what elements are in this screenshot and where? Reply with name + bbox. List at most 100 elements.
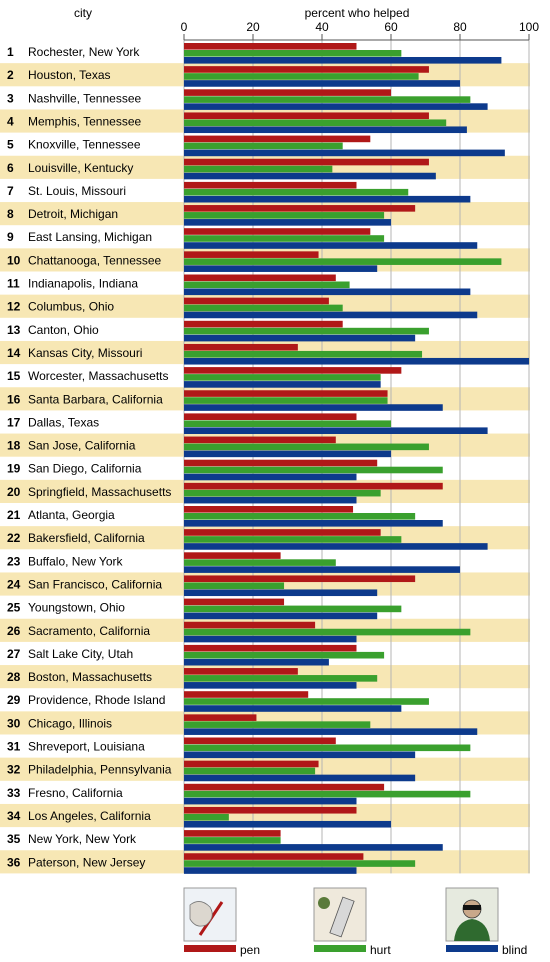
bar-pen (184, 830, 281, 837)
row-rank: 3 (7, 91, 14, 105)
bar-blind (184, 820, 391, 828)
city-label: Youngstown, Ohio (28, 601, 125, 615)
row-rank: 30 (7, 716, 21, 730)
bar-blind (184, 427, 488, 434)
bar-blind (184, 381, 381, 388)
city-label: Columbus, Ohio (28, 300, 114, 314)
bar-hurt (184, 374, 381, 381)
tick-label: 20 (246, 20, 260, 34)
row-rank: 21 (7, 508, 21, 522)
bar-pen (184, 320, 343, 328)
bar-blind (184, 404, 443, 411)
bar-pen (184, 297, 329, 305)
bar-pen (184, 43, 357, 50)
city-label: Canton, Ohio (28, 323, 99, 337)
bar-hurt (184, 327, 429, 335)
city-label: Indianapolis, Indiana (28, 277, 138, 291)
bar-pen (184, 853, 364, 860)
bar-pen (184, 436, 336, 444)
bar-pen (184, 598, 285, 606)
row-rank: 13 (7, 323, 21, 337)
row-rank: 1 (7, 45, 14, 59)
bar-pen (184, 367, 402, 374)
bar-hurt (184, 698, 429, 705)
blind-illustration-glasses (463, 905, 481, 910)
bar-pen (184, 66, 429, 73)
bar-pen (184, 482, 443, 490)
row-rank: 23 (7, 554, 21, 568)
row-rank: 16 (7, 392, 21, 406)
row-rank: 34 (7, 809, 21, 823)
row-rank: 4 (7, 114, 14, 128)
bar-blind (184, 473, 357, 481)
bar-pen (184, 135, 371, 143)
legend: pen hurt blind (183, 887, 527, 957)
city-label: Boston, Massachusetts (28, 670, 152, 684)
city-label: Springfield, Massachusetts (28, 485, 171, 499)
bar-blind (184, 844, 443, 851)
bar-hurt (184, 304, 343, 312)
legend-label-blind: blind (502, 943, 527, 957)
bar-blind (184, 728, 478, 735)
bar-hurt (184, 744, 471, 752)
bar-pen (184, 575, 416, 583)
bar-hurt (184, 443, 429, 451)
bar-pen (184, 459, 378, 467)
row-rank: 26 (7, 624, 21, 638)
city-label: St. Louis, Missouri (28, 184, 126, 198)
row-rank: 24 (7, 577, 21, 591)
bar-blind (184, 589, 378, 597)
bar-pen (184, 760, 319, 768)
bar-hurt (184, 860, 416, 867)
bar-blind (184, 566, 460, 573)
bar-hurt (184, 281, 350, 289)
hurt-illustration-figure (318, 897, 330, 909)
bar-pen (184, 691, 309, 698)
row-rank: 6 (7, 161, 14, 175)
bar-pen (184, 89, 391, 96)
bar-pen (184, 343, 298, 351)
bar-hurt (184, 50, 402, 57)
bar-blind (184, 520, 443, 527)
row-rank: 35 (7, 832, 21, 846)
row-rank: 18 (7, 439, 21, 453)
row-rank: 32 (7, 763, 21, 777)
legend-swatch-blind (446, 945, 498, 952)
bar-blind (184, 867, 357, 874)
legend-swatch-pen (184, 945, 236, 952)
bar-blind (184, 149, 505, 157)
bar-hurt (184, 605, 402, 613)
row-rank: 19 (7, 462, 21, 476)
bar-blind (184, 80, 460, 87)
row-rank: 17 (7, 415, 21, 429)
bar-blind (184, 242, 478, 249)
bar-blind (184, 612, 378, 620)
city-label: Santa Barbara, California (28, 392, 163, 406)
city-label: New York, New York (28, 832, 137, 846)
hurt-illustration-leg (329, 896, 355, 938)
row-labels: 1 Rochester, New York 2 Houston, Texas 3 Nash… (7, 45, 172, 869)
bar-pen (184, 205, 416, 212)
city-label: Houston, Texas (28, 68, 111, 82)
bar-pen (184, 714, 257, 721)
bar-blind (184, 357, 529, 365)
row-rank: 27 (7, 647, 21, 661)
bar-blind (184, 126, 467, 134)
x-axis-ticks: 0 20 40 60 80 100 (181, 20, 539, 40)
row-rank: 29 (7, 693, 21, 707)
city-label: Shreveport, Louisiana (28, 740, 145, 754)
bar-blind (184, 57, 502, 64)
legend-item-pen: pen (183, 887, 260, 957)
bar-blind (184, 774, 416, 782)
bar-pen (184, 251, 319, 258)
row-rank: 22 (7, 531, 21, 545)
bars (184, 43, 529, 874)
bar-blind (184, 219, 391, 226)
bar-pen (184, 274, 336, 282)
city-label: Bakersfield, California (28, 531, 145, 545)
bar-pen (184, 552, 281, 559)
city-label: Nashville, Tennessee (28, 91, 142, 105)
bar-hurt (184, 675, 378, 682)
bar-blind (184, 658, 329, 666)
